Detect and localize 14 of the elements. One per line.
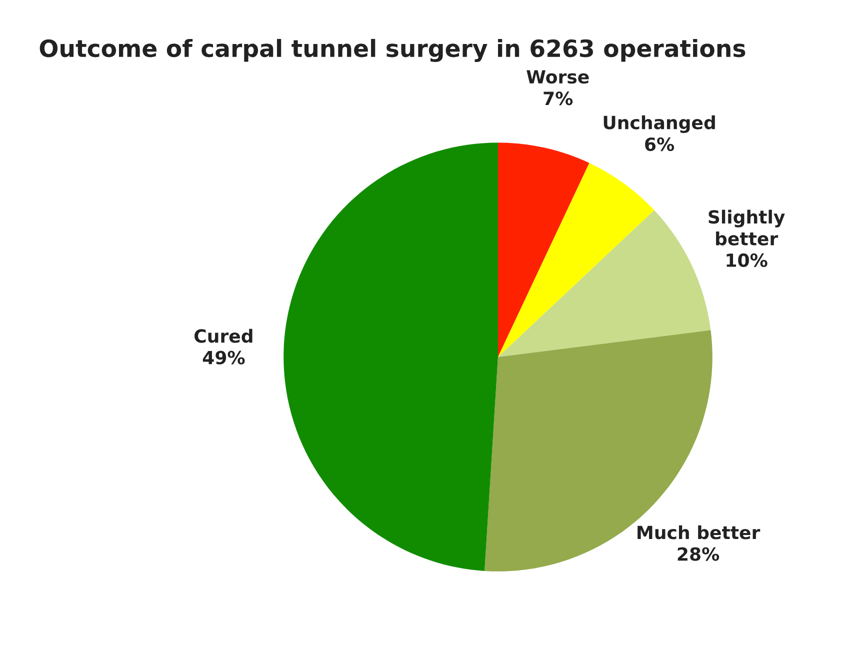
- data-label: 10%: [726, 253, 768, 268]
- slice-label: Worse: [526, 70, 589, 84]
- slice-label: Much better: [638, 525, 760, 540]
- data-label: 28%: [678, 547, 720, 561]
- slice-label: Slightly better: [708, 210, 785, 246]
- data-label: 49%: [202, 350, 245, 364]
- chart-title: Outcome of carpal tunnel surgery in 6263 operations: [40, 38, 746, 62]
- pie-slice: [498, 142, 590, 357]
- data-label: 7%: [544, 92, 573, 106]
- pie-slice: [284, 142, 498, 571]
- pie-slice: [498, 163, 654, 357]
- slice-label: Cured: [194, 328, 252, 343]
- data-label: 6%: [645, 137, 674, 152]
- slice-label: Unchanged: [604, 115, 715, 133]
